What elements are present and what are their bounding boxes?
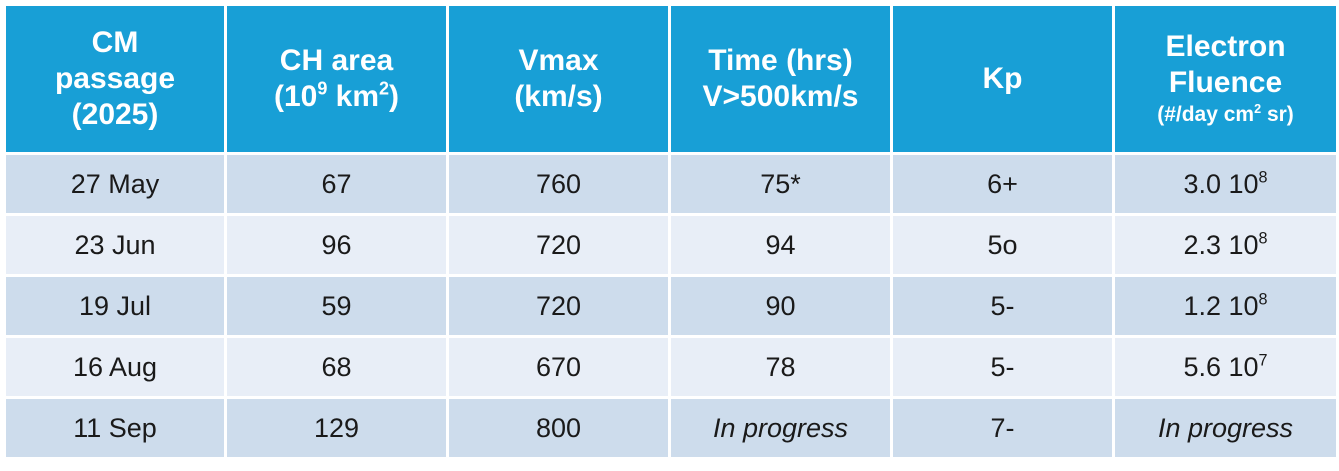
cell-vmax: 720: [446, 274, 671, 338]
table-row: 19 Jul 59 720 90 5- 1.2 108: [3, 274, 1339, 338]
header-row: CM passage (2025) CH area (109 km2) Vmax…: [3, 3, 1339, 155]
header-time: Time (hrs) V>500km/s: [668, 3, 893, 155]
header-fluence-unit: (#/day cm2 sr): [1157, 101, 1294, 126]
cell-kp: 5-: [890, 335, 1115, 399]
cell-date: 16 Aug: [3, 335, 227, 399]
header-electron-fluence: Electron Fluence (#/day cm2 sr): [1112, 3, 1339, 155]
cell-fluence: In progress: [1112, 396, 1339, 460]
header-cm-passage: CM passage (2025): [3, 3, 227, 155]
cell-date: 11 Sep: [3, 396, 227, 460]
cm-passage-table: CM passage (2025) CH area (109 km2) Vmax…: [3, 3, 1339, 460]
cell-ch-area: 59: [224, 274, 449, 338]
cell-kp: 5o: [890, 213, 1115, 277]
cell-fluence: 2.3 108: [1112, 213, 1339, 277]
cell-date: 27 May: [3, 152, 227, 216]
cell-time: 75*: [668, 152, 893, 216]
header-kp: Kp: [890, 3, 1115, 155]
cell-time: 94: [668, 213, 893, 277]
table-row: 27 May 67 760 75* 6+ 3.0 108: [3, 152, 1339, 216]
header-vmax: Vmax (km/s): [446, 3, 671, 155]
table-row: 16 Aug 68 670 78 5- 5.6 107: [3, 335, 1339, 399]
cell-fluence: 1.2 108: [1112, 274, 1339, 338]
cell-fluence: 5.6 107: [1112, 335, 1339, 399]
cell-ch-area: 68: [224, 335, 449, 399]
cell-kp: 5-: [890, 274, 1115, 338]
cell-date: 19 Jul: [3, 274, 227, 338]
cell-ch-area: 67: [224, 152, 449, 216]
cell-fluence: 3.0 108: [1112, 152, 1339, 216]
header-ch-area: CH area (109 km2): [224, 3, 449, 155]
cell-date: 23 Jun: [3, 213, 227, 277]
cell-vmax: 670: [446, 335, 671, 399]
cell-vmax: 760: [446, 152, 671, 216]
cell-ch-area: 96: [224, 213, 449, 277]
cell-ch-area: 129: [224, 396, 449, 460]
cell-vmax: 720: [446, 213, 671, 277]
table-row: 23 Jun 96 720 94 5o 2.3 108: [3, 213, 1339, 277]
cell-time: 78: [668, 335, 893, 399]
table-row: 11 Sep 129 800 In progress 7- In progres…: [3, 396, 1339, 460]
cell-time: 90: [668, 274, 893, 338]
cell-kp: 6+: [890, 152, 1115, 216]
cell-vmax: 800: [446, 396, 671, 460]
cell-kp: 7-: [890, 396, 1115, 460]
cell-time: In progress: [668, 396, 893, 460]
